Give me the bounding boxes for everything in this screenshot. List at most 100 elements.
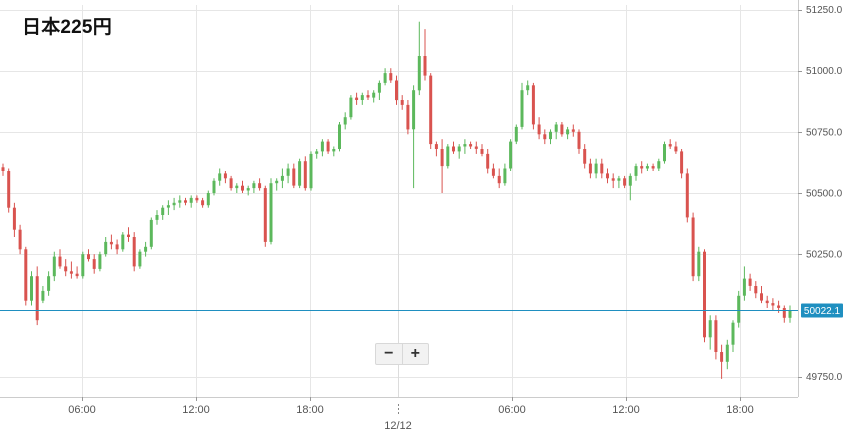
y-tick-label: 51250.0	[806, 5, 843, 16]
candle-body	[92, 259, 96, 269]
candle-body	[206, 193, 210, 206]
date-label: 12/12	[384, 420, 412, 432]
candle-body	[731, 322, 735, 345]
candle	[366, 90, 370, 100]
candle-body	[583, 149, 587, 164]
candle-body	[782, 308, 786, 318]
candle	[469, 141, 473, 149]
candle-body	[645, 166, 649, 169]
candle-body	[18, 229, 22, 250]
candle	[144, 241, 148, 257]
candle	[668, 139, 672, 149]
candle-body	[560, 124, 564, 135]
candle	[514, 124, 518, 145]
candle	[286, 163, 290, 184]
candle-body	[280, 175, 284, 181]
candle	[594, 158, 598, 179]
candle-body	[714, 320, 718, 352]
candle-body	[725, 344, 729, 362]
candle-body	[623, 178, 627, 186]
candle-body	[412, 90, 416, 130]
candle	[326, 139, 330, 154]
candle-body	[600, 163, 604, 174]
candle-body	[486, 153, 490, 169]
candle	[258, 178, 262, 191]
candle-body	[35, 276, 39, 321]
x-tick-label: 18:00	[726, 404, 754, 416]
candle-body	[663, 144, 666, 162]
candle-body	[69, 271, 73, 274]
zoom-in-button[interactable]: +	[401, 344, 429, 364]
candle	[92, 254, 96, 274]
candle-body	[469, 144, 473, 147]
candle-body	[680, 151, 684, 174]
candle-body	[588, 163, 592, 174]
candle-body	[674, 146, 678, 152]
candle-body	[606, 173, 609, 179]
candle	[417, 21, 421, 96]
candle-body	[58, 256, 62, 267]
candle-body	[657, 161, 661, 169]
candle	[697, 246, 701, 282]
candle	[434, 141, 438, 157]
candle-body	[269, 183, 273, 242]
candle	[463, 139, 467, 154]
candle	[754, 281, 758, 299]
candle	[543, 129, 547, 145]
candle	[235, 183, 239, 193]
candle-body	[144, 246, 148, 252]
candle	[748, 273, 752, 291]
candle-body	[7, 171, 11, 208]
candle-body	[577, 131, 581, 149]
zoom-out-button[interactable]: −	[384, 345, 394, 362]
candle	[195, 195, 199, 203]
candle	[292, 163, 296, 189]
candle-body	[446, 146, 450, 167]
candle	[35, 266, 39, 326]
candle	[423, 29, 427, 81]
candle	[138, 249, 142, 269]
candle	[81, 251, 85, 279]
candle	[206, 190, 210, 208]
candle-body	[440, 149, 444, 167]
candle-body	[400, 100, 404, 105]
candle-body	[184, 200, 187, 203]
candle	[742, 266, 746, 301]
candle	[218, 168, 222, 186]
candle-body	[748, 278, 752, 286]
candle	[52, 251, 56, 282]
x-tick-label: 06:00	[498, 404, 526, 416]
candle-body	[531, 85, 535, 125]
candle	[1, 163, 5, 176]
candle-body	[320, 141, 324, 152]
candle-body	[132, 237, 136, 267]
candle	[588, 158, 592, 179]
candle	[172, 197, 176, 211]
candle-body	[651, 166, 655, 169]
x-tick-label: 12:00	[182, 404, 210, 416]
candle-body	[509, 141, 513, 169]
candle	[691, 212, 695, 282]
grid-layer	[0, 5, 798, 397]
candle-body	[754, 286, 758, 294]
candle-body	[172, 202, 176, 206]
candle	[377, 80, 381, 100]
candle	[252, 180, 256, 193]
candle-body	[149, 219, 153, 247]
candle-body	[771, 303, 775, 306]
candle-body	[212, 180, 216, 193]
candle	[651, 163, 655, 171]
candle-body	[389, 73, 393, 81]
candle	[577, 129, 581, 154]
candle	[178, 195, 182, 208]
candle-body	[554, 124, 558, 132]
candle	[275, 178, 279, 191]
candles-layer	[1, 21, 792, 379]
candle-body	[417, 56, 421, 91]
candle-body	[474, 146, 478, 149]
candle	[406, 100, 410, 135]
candle	[788, 305, 792, 323]
